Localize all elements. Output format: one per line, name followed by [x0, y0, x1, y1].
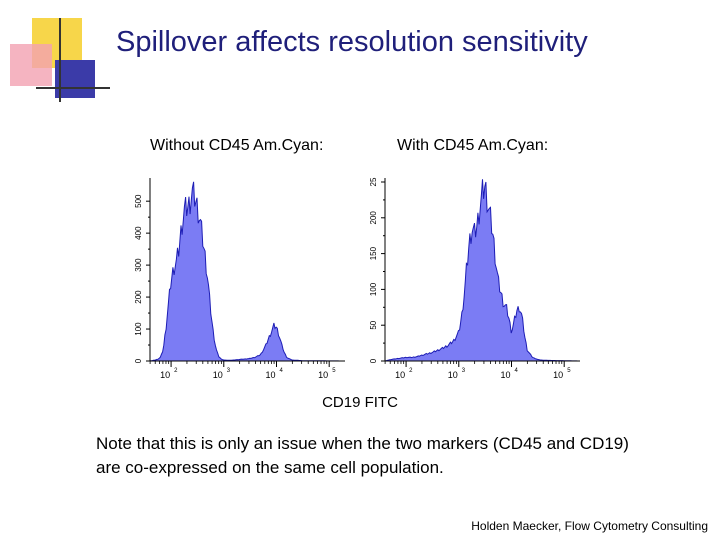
y-tick-label: 100 — [134, 322, 143, 336]
slide-logo — [10, 18, 110, 102]
y-tick-label: 400 — [134, 226, 143, 240]
chart-left-title: Without CD45 Am.Cyan: — [150, 137, 324, 154]
y-tick-label: 200 — [134, 290, 143, 304]
slide-note: Note that this is only an issue when the… — [96, 434, 629, 477]
x-tick-label-base: 10 — [553, 370, 563, 380]
x-tick-label-base: 10 — [395, 370, 405, 380]
x-tick-label-exp: 2 — [409, 368, 413, 374]
x-tick-label-exp: 2 — [174, 368, 178, 374]
x-tick-label-base: 10 — [318, 370, 328, 380]
y-tick-label: 500 — [134, 194, 143, 208]
y-tick-label: 50 — [369, 320, 378, 329]
y-tick-label: 0 — [369, 358, 378, 363]
x-tick-label-exp: 4 — [279, 368, 283, 374]
histogram-with-cd45: 0 50 100 150 200 25 10 2 10 3 10 4 10 5 — [369, 177, 580, 380]
logo-red-square — [10, 44, 52, 86]
histogram-without-cd45: 0 100 200 300 400 500 10 2 10 3 10 4 10 5 — [134, 178, 345, 380]
x-tick-label-exp: 5 — [332, 368, 336, 374]
x-tick-label-base: 10 — [500, 370, 510, 380]
x-tick-label-exp: 3 — [462, 368, 466, 374]
slide-title: Spillover affects resolution sensitivity — [116, 26, 588, 58]
y-tick-label: 100 — [369, 282, 378, 296]
y-tick-label: 150 — [369, 246, 378, 260]
x-tick-label-exp: 4 — [514, 368, 518, 374]
y-tick-label: 0 — [134, 358, 143, 363]
chart-right-title: With CD45 Am.Cyan: — [397, 137, 549, 154]
y-tick-label: 300 — [134, 258, 143, 272]
logo-blue-square — [55, 60, 95, 98]
x-tick-label-base: 10 — [213, 370, 223, 380]
x-tick-label-base: 10 — [160, 370, 170, 380]
x-tick-label-exp: 5 — [567, 368, 571, 374]
y-tick-label: 25 — [369, 177, 378, 186]
y-tick-label: 200 — [369, 211, 378, 225]
slide-footer: Holden Maecker, Flow Cytometry Consultin… — [471, 519, 708, 533]
x-tick-label-base: 10 — [448, 370, 458, 380]
x-axis-label: CD19 FITC — [322, 394, 398, 411]
histogram-area — [384, 179, 580, 362]
x-tick-label-exp: 3 — [227, 368, 231, 374]
histogram-area — [149, 181, 345, 362]
x-tick-label-base: 10 — [265, 370, 275, 380]
